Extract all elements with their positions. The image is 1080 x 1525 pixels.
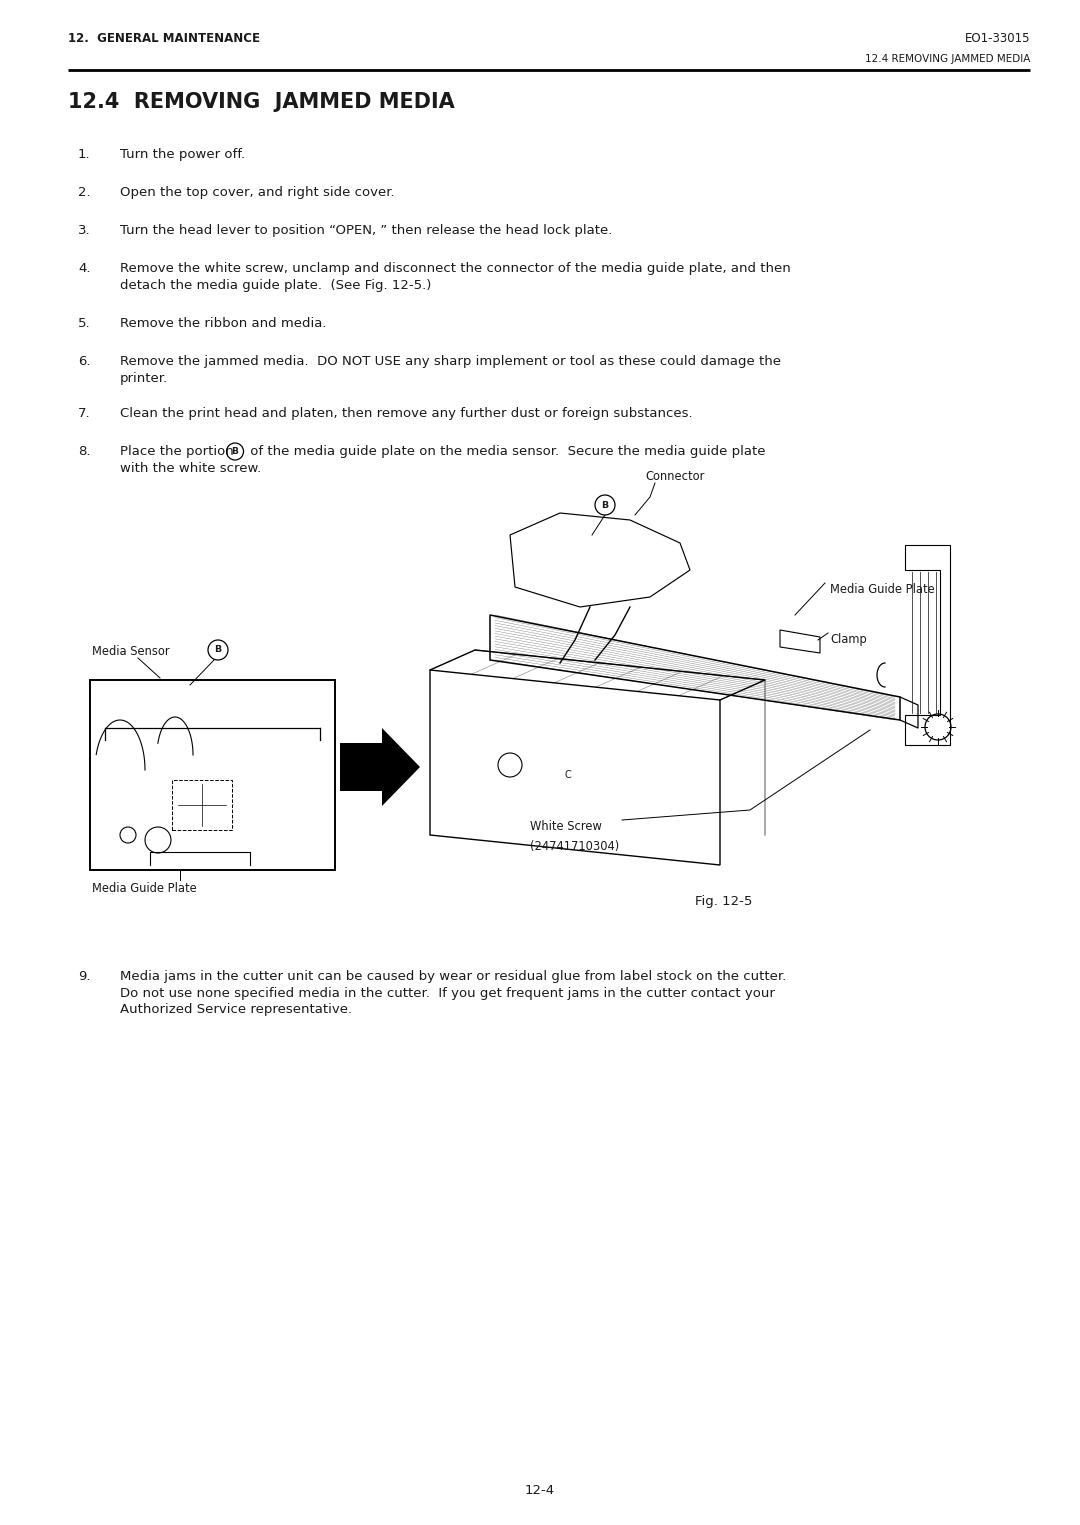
Text: Do not use none specified media in the cutter.  If you get frequent jams in the : Do not use none specified media in the c…: [120, 987, 774, 999]
Text: (24741710304): (24741710304): [530, 840, 619, 852]
Polygon shape: [340, 727, 420, 807]
Text: 3.: 3.: [78, 224, 91, 236]
Text: Remove the ribbon and media.: Remove the ribbon and media.: [120, 317, 326, 329]
Text: White Screw: White Screw: [530, 820, 602, 833]
Text: Authorized Service representative.: Authorized Service representative.: [120, 1003, 352, 1016]
Text: 9.: 9.: [78, 970, 91, 984]
Text: Turn the power off.: Turn the power off.: [120, 148, 245, 162]
Text: 12.4  REMOVING  JAMMED MEDIA: 12.4 REMOVING JAMMED MEDIA: [68, 92, 455, 111]
Text: 7.: 7.: [78, 407, 91, 419]
Text: 12.4 REMOVING JAMMED MEDIA: 12.4 REMOVING JAMMED MEDIA: [865, 53, 1030, 64]
Text: Turn the head lever to position “OPEN, ” then release the head lock plate.: Turn the head lever to position “OPEN, ”…: [120, 224, 612, 236]
Text: 1.: 1.: [78, 148, 91, 162]
Text: of the media guide plate on the media sensor.  Secure the media guide plate: of the media guide plate on the media se…: [246, 445, 766, 457]
Text: with the white screw.: with the white screw.: [120, 462, 261, 474]
Text: 6.: 6.: [78, 355, 91, 368]
Text: 5.: 5.: [78, 317, 91, 329]
Text: Place the portion: Place the portion: [120, 445, 238, 457]
Text: 2.: 2.: [78, 186, 91, 198]
Text: Remove the jammed media.  DO NOT USE any sharp implement or tool as these could : Remove the jammed media. DO NOT USE any …: [120, 355, 781, 368]
Text: B: B: [231, 447, 239, 456]
Text: 8.: 8.: [78, 445, 91, 457]
Text: 12.  GENERAL MAINTENANCE: 12. GENERAL MAINTENANCE: [68, 32, 260, 46]
Text: EO1-33015: EO1-33015: [964, 32, 1030, 46]
Text: Media Sensor: Media Sensor: [92, 645, 170, 657]
Text: Media Guide Plate: Media Guide Plate: [92, 881, 197, 895]
Text: C: C: [565, 770, 571, 779]
Text: printer.: printer.: [120, 372, 168, 384]
Text: Clamp: Clamp: [831, 633, 867, 647]
Text: detach the media guide plate.  (See Fig. 12-5.): detach the media guide plate. (See Fig. …: [120, 279, 431, 291]
Text: Open the top cover, and right side cover.: Open the top cover, and right side cover…: [120, 186, 394, 198]
Text: Media Guide Plate: Media Guide Plate: [831, 583, 935, 596]
Text: B: B: [215, 645, 221, 654]
Text: Media jams in the cutter unit can be caused by wear or residual glue from label : Media jams in the cutter unit can be cau…: [120, 970, 786, 984]
Text: B: B: [602, 500, 608, 509]
Text: Fig. 12-5: Fig. 12-5: [696, 895, 753, 907]
Text: Clean the print head and platen, then remove any further dust or foreign substan: Clean the print head and platen, then re…: [120, 407, 692, 419]
Text: Connector: Connector: [645, 470, 704, 483]
Text: 12-4: 12-4: [525, 1484, 555, 1498]
Text: Remove the white screw, unclamp and disconnect the connector of the media guide : Remove the white screw, unclamp and disc…: [120, 262, 791, 274]
Text: 4.: 4.: [78, 262, 91, 274]
